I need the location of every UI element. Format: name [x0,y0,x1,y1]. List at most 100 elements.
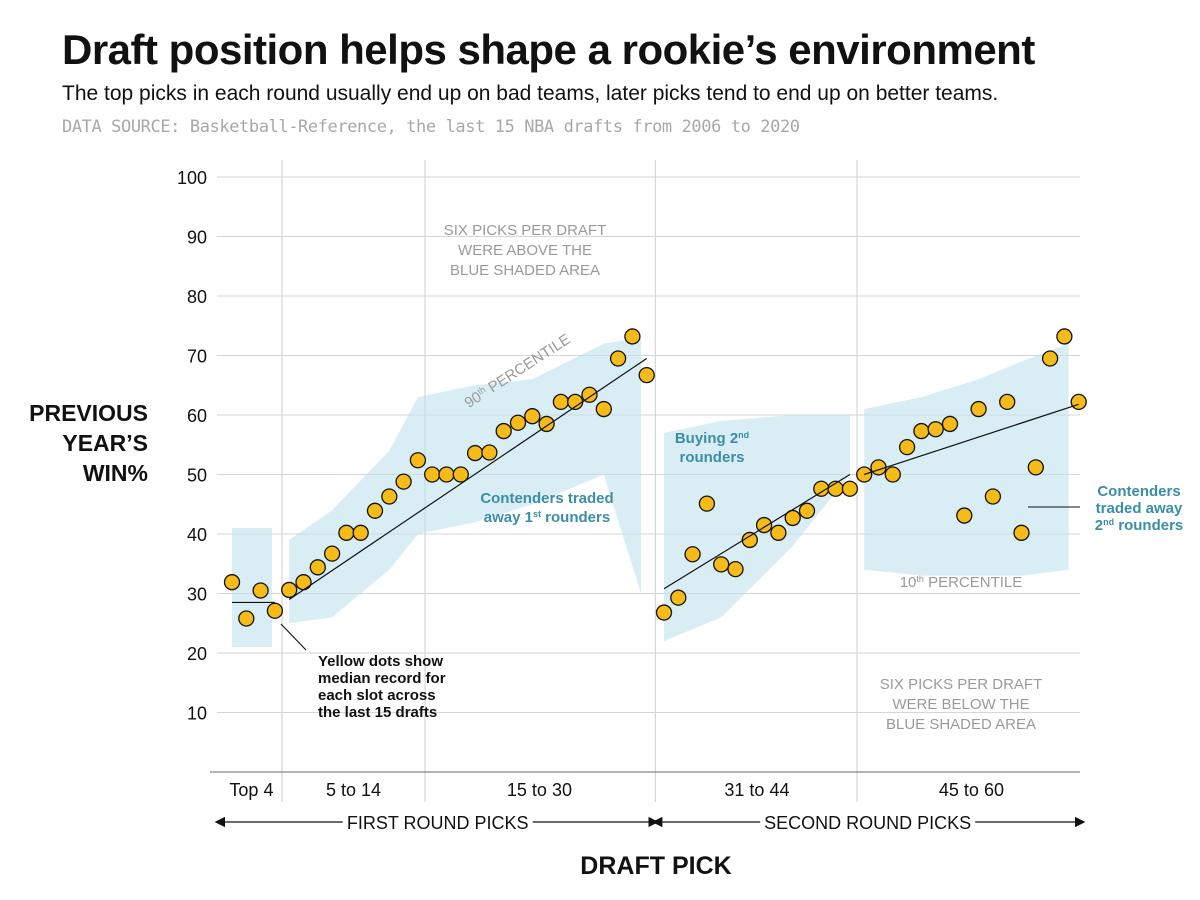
median-point [638,366,655,384]
y-tick-label-10: 10 [187,704,207,724]
median-point [727,560,744,578]
y-axis-label-line-2: YEAR’S [62,430,148,456]
median-point [741,531,758,549]
median-point [481,444,498,461]
median-point [338,524,355,541]
median-point [841,480,859,497]
annotation-below-line: SIX PICKS PER DRAFT [880,676,1043,693]
y-axis-label: PREVIOUS YEAR’S WIN% [29,398,148,488]
y-tick-label-90: 90 [187,228,207,248]
median-point [524,408,541,425]
annotation-buying-second: Buying 2nd [675,430,749,447]
median-point [870,459,887,476]
annotation-yellow-dots-line: median record for [318,670,446,687]
median-point [1041,350,1059,367]
x-group-label: Top 4 [229,780,273,800]
trend-line-4 [864,403,1079,476]
median-point [913,422,930,440]
median-point [784,509,801,527]
median-point [609,350,627,367]
annotation-10th-percentile: 10th PERCENTILE [900,574,1023,591]
median-point [927,421,944,438]
median-point [941,415,959,433]
y-axis-label-line-3: WIN% [82,460,148,486]
annotation-above-line: BLUE SHADED AREA [450,262,600,279]
y-tick-label-60: 60 [187,406,207,426]
y-tick-label-40: 40 [187,525,207,545]
annotation-yellow-dots-line: the last 15 drafts [318,704,437,721]
median-point [295,574,312,591]
median-point [898,438,916,456]
y-tick-label-70: 70 [187,347,207,367]
median-point [970,400,987,418]
median-point [595,400,612,418]
median-point [223,574,241,591]
data-source-note: DATA SOURCE: Basketball-Reference, the l… [62,117,800,137]
median-point [438,466,455,483]
median-point [655,604,673,621]
median-point [698,495,716,512]
annotation-below-line: WERE BELOW THE [892,696,1029,713]
x-group-label: 31 to 44 [724,780,789,800]
x-axis: Top 4 5 to 14 15 to 30 31 to 44 45 to 60 FIRS… [210,771,1086,833]
annotation-above-line: SIX PICKS PER DRAFT [444,222,607,239]
median-point [798,502,816,519]
median-point [684,546,701,563]
trend-line-3 [663,473,851,590]
median-point [624,328,641,345]
median-point [713,556,730,573]
median-point [395,473,412,490]
chart-title: Draft position helps shape a rookie’s en… [62,26,1035,73]
annotation-contenders-second: 2nd rounders [1095,517,1184,534]
median-point [581,386,598,403]
median-point [999,393,1016,411]
median-point [770,524,787,541]
y-tick-label-80: 80 [187,287,207,307]
annotation-below-line: BLUE SHADED AREA [886,716,1036,733]
median-point [266,602,284,619]
median-point [409,452,427,469]
annotation-buying-second: rounders [679,449,744,466]
annotation-above-line: WERE ABOVE THE [458,242,592,259]
median-point [884,466,901,483]
annotation-leader-line [280,623,307,651]
round-label-second: SECOND ROUND PICKS [764,813,971,833]
median-point [352,524,369,541]
median-point [281,581,298,599]
annotation-contenders-second: traded away [1096,500,1183,517]
annotation-yellow-dots-line: Yellow dots show [318,653,443,670]
chart-subtitle: The top picks in each round usually end … [62,82,999,105]
median-point [1056,328,1073,345]
annotation-contenders-first: Contenders traded [480,490,613,507]
y-tick-label-100: 100 [177,168,207,188]
median-point [424,466,441,483]
median-point [495,422,512,440]
median-point [670,589,687,606]
median-point [366,502,384,519]
median-point [1027,459,1044,476]
grid-lines: 10 20 30 40 50 60 70 80 90 100 [177,160,1080,802]
median-point [323,545,341,562]
median-point [466,444,484,462]
y-tick-label-50: 50 [187,466,207,486]
y-tick-label-20: 20 [187,644,207,664]
round-label-first: FIRST ROUND PICKS [347,813,529,833]
x-axis-label: DRAFT PICK [580,852,732,880]
median-point [509,414,527,431]
x-group-label: 15 to 30 [507,780,572,800]
x-group-label: 45 to 60 [939,780,1004,800]
annotation-yellow-dots-line: each slot across [318,687,436,704]
x-group-label: 5 to 14 [326,780,381,800]
trend-line-2 [288,357,648,600]
y-tick-label-30: 30 [187,585,207,605]
median-dots [223,328,1087,627]
median-point [452,466,469,483]
trend-lines [232,357,1079,604]
percentile-band-4 [864,343,1069,576]
annotation-contenders-second: Contenders [1097,483,1180,500]
median-point [538,415,555,433]
median-point [755,516,773,534]
median-point [984,488,1002,505]
annotation-contenders-first: away 1st rounders [484,509,610,526]
